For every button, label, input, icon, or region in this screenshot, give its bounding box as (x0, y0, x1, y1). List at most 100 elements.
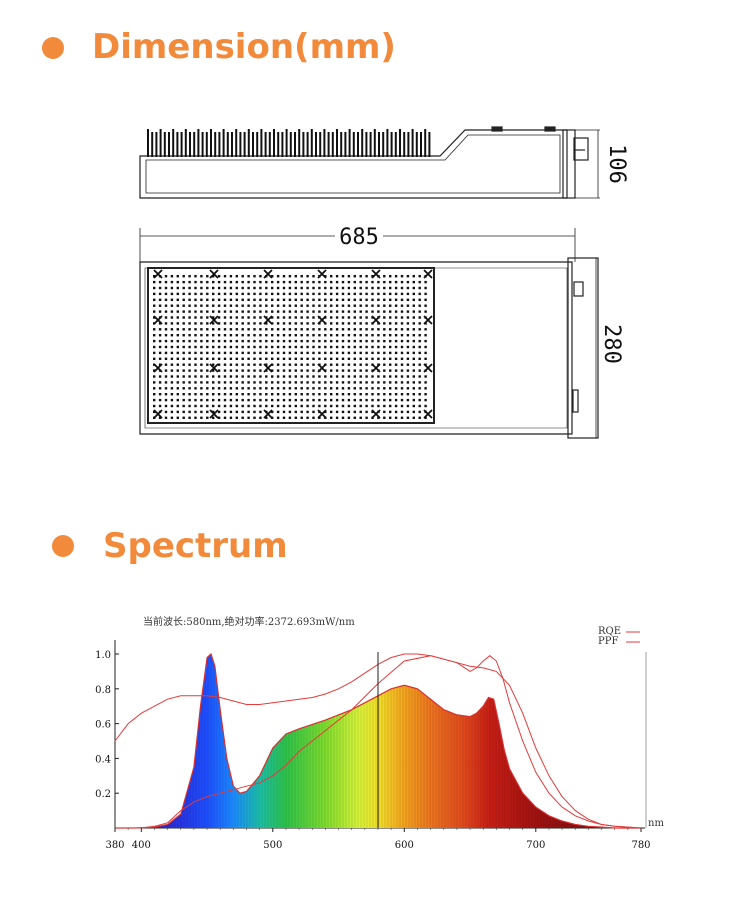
led-chip (259, 381, 262, 384)
led-chip (424, 339, 427, 343)
y-tick-label: 0.4 (95, 754, 111, 765)
led-chip (164, 275, 168, 278)
led-chip (282, 369, 286, 372)
led-chip (153, 381, 156, 384)
led-chip (341, 363, 345, 366)
led-chip (288, 292, 292, 296)
led-chip (176, 328, 179, 331)
led-chip (306, 275, 309, 278)
led-chip (300, 316, 303, 319)
chart-info-text: 当前波长:580nm,绝对功率:2372.693mW/nm (143, 615, 355, 628)
led-chip (206, 393, 209, 396)
led-chip (158, 304, 162, 307)
led-chip (306, 416, 309, 419)
led-chip (271, 393, 274, 396)
led-chip (276, 398, 280, 402)
led-chip (406, 363, 410, 366)
led-chip (229, 298, 233, 301)
led-chip (389, 334, 392, 337)
led-chip (294, 298, 297, 301)
led-chip (164, 334, 168, 337)
led-chip (217, 416, 221, 419)
led-chip (365, 393, 368, 396)
led-chip (359, 369, 362, 372)
led-chip (412, 398, 415, 402)
led-chip (324, 345, 327, 349)
mounting-mark (371, 409, 381, 419)
led-chip (158, 334, 162, 337)
led-chip (182, 416, 185, 419)
led-chip (194, 410, 197, 414)
led-chip (200, 275, 203, 278)
led-chip (265, 339, 268, 343)
led-chip (406, 339, 410, 343)
led-chip (241, 393, 244, 396)
led-chip (235, 310, 238, 313)
led-chip (359, 280, 362, 284)
led-chip (306, 363, 309, 366)
led-chip (247, 404, 250, 408)
led-chip (158, 292, 162, 296)
led-chip (406, 369, 410, 372)
led-chip (153, 357, 156, 360)
led-chip (312, 322, 315, 325)
led-chip (389, 298, 392, 301)
led-chip (247, 304, 250, 307)
led-chip (330, 357, 333, 360)
led-chip (383, 351, 386, 355)
led-chip (418, 322, 421, 325)
led-chip (200, 410, 203, 414)
led-chip (276, 310, 280, 313)
led-chip (247, 416, 250, 419)
led-chip (153, 298, 156, 301)
led-chip (335, 404, 339, 408)
led-chip (365, 280, 368, 284)
led-chip (188, 351, 191, 355)
led-chip (176, 298, 179, 301)
led-chip (306, 280, 309, 284)
led-chip (176, 416, 179, 419)
led-chip (164, 398, 168, 402)
led-chip (271, 275, 274, 278)
led-chip (418, 387, 421, 390)
led-chip (288, 416, 292, 419)
led-chip (383, 393, 386, 396)
led-chip (347, 339, 351, 343)
led-chip (365, 381, 368, 384)
led-chip (377, 292, 380, 296)
led-chip (330, 369, 333, 372)
led-chip (194, 393, 197, 396)
led-chip (229, 357, 233, 360)
led-chip (412, 345, 415, 349)
led-chip (353, 351, 356, 355)
led-chip (400, 416, 404, 419)
led-chip (324, 286, 327, 290)
led-chip (176, 275, 179, 278)
led-chip (241, 357, 244, 360)
led-chip (412, 375, 415, 378)
led-chip (235, 275, 238, 278)
led-chip (212, 381, 215, 384)
mounting-mark (209, 315, 219, 325)
led-chip (229, 404, 233, 408)
led-chip (306, 292, 309, 296)
led-chip (217, 369, 221, 372)
led-chip (188, 410, 191, 414)
led-chip (235, 381, 238, 384)
led-chip (300, 328, 303, 331)
led-chip (200, 334, 203, 337)
led-chip (217, 387, 221, 390)
led-chip (217, 292, 221, 296)
led-chip (365, 369, 368, 372)
led-chip (235, 387, 238, 390)
led-chip (412, 357, 415, 360)
led-chip (341, 351, 345, 355)
led-chip (176, 393, 179, 396)
led-chip (418, 363, 421, 366)
led-chip (212, 351, 215, 355)
led-chip (294, 316, 297, 319)
led-chip (383, 292, 386, 296)
led-chip (389, 398, 392, 402)
led-chip (300, 375, 303, 378)
led-chip (212, 334, 215, 337)
